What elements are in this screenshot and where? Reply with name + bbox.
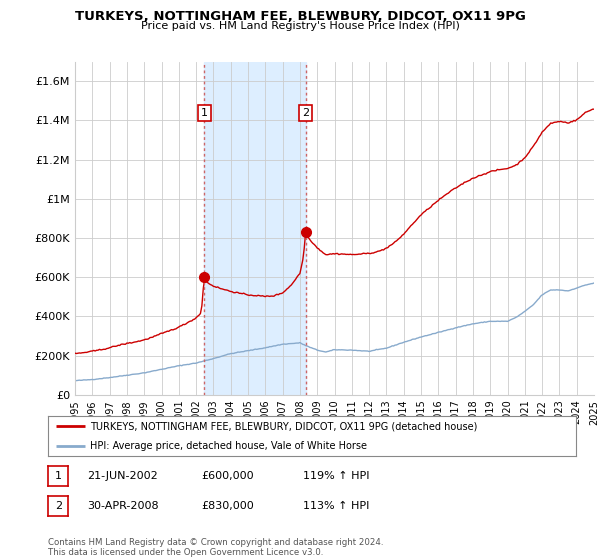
Text: TURKEYS, NOTTINGHAM FEE, BLEWBURY, DIDCOT, OX11 9PG: TURKEYS, NOTTINGHAM FEE, BLEWBURY, DIDCO… (74, 10, 526, 23)
Text: HPI: Average price, detached house, Vale of White Horse: HPI: Average price, detached house, Vale… (90, 441, 367, 451)
Text: 1: 1 (201, 108, 208, 118)
Text: 2: 2 (302, 108, 309, 118)
Bar (204, 62, 305, 395)
Text: TURKEYS, NOTTINGHAM FEE, BLEWBURY, DIDCOT, OX11 9PG (detached house): TURKEYS, NOTTINGHAM FEE, BLEWBURY, DIDCO… (90, 421, 478, 431)
Text: 113% ↑ HPI: 113% ↑ HPI (303, 501, 370, 511)
Text: £600,000: £600,000 (201, 471, 254, 481)
Text: 2: 2 (55, 501, 62, 511)
Text: 30-APR-2008: 30-APR-2008 (87, 501, 158, 511)
Text: Contains HM Land Registry data © Crown copyright and database right 2024.
This d: Contains HM Land Registry data © Crown c… (48, 538, 383, 557)
Text: 1: 1 (55, 471, 62, 481)
Text: Price paid vs. HM Land Registry's House Price Index (HPI): Price paid vs. HM Land Registry's House … (140, 21, 460, 31)
Text: £830,000: £830,000 (201, 501, 254, 511)
Text: 119% ↑ HPI: 119% ↑ HPI (303, 471, 370, 481)
Text: 21-JUN-2002: 21-JUN-2002 (87, 471, 158, 481)
